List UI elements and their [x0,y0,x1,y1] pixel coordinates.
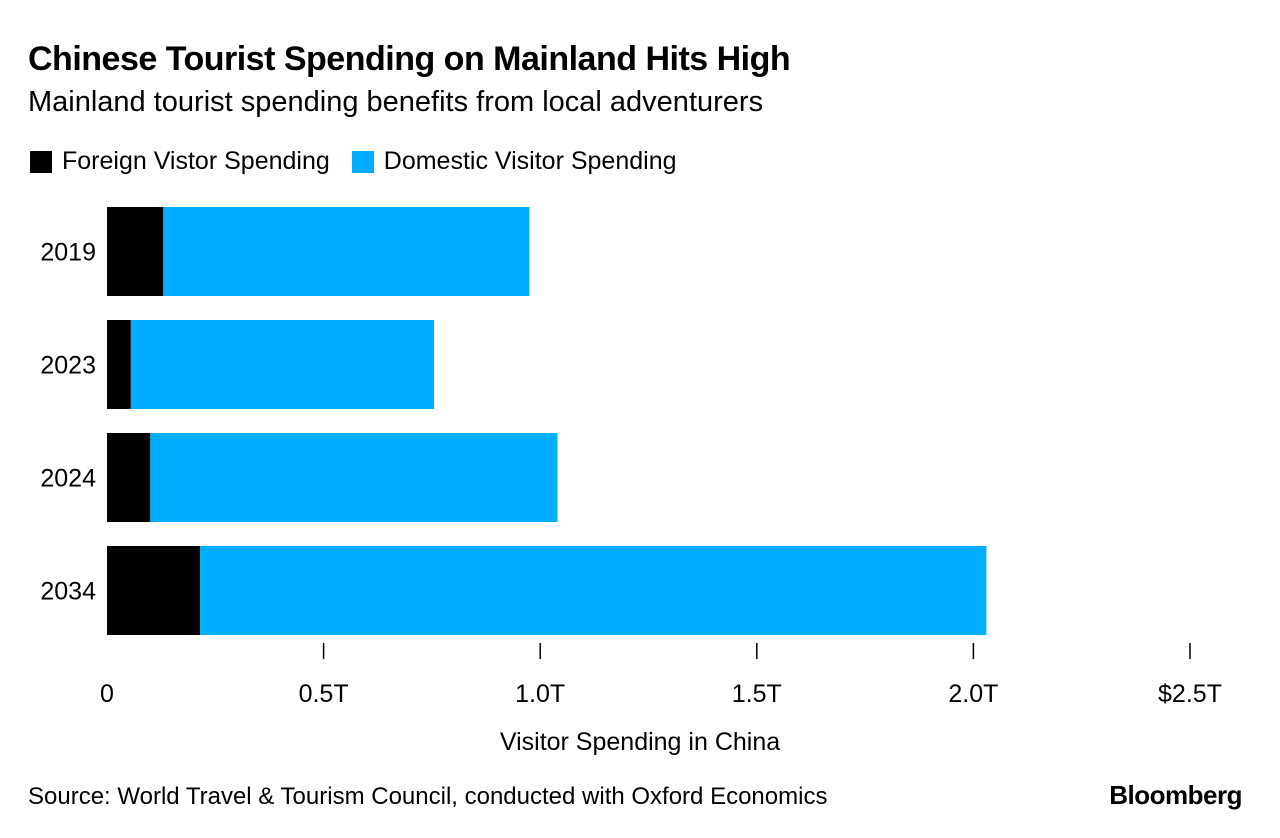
chart-legend: Foreign Vistor Spending Domestic Visitor… [30,147,699,176]
x-tick-label-4: 2.0T [948,680,998,708]
legend-item-foreign: Foreign Vistor Spending [30,147,330,176]
legend-swatch-domestic [351,150,374,173]
bar-foreign-2024 [107,433,151,522]
legend-item-domestic: Domestic Visitor Spending [351,147,677,176]
y-tick-label-2034: 2034 [40,578,96,606]
chart-subtitle: Mainland tourist spending benefits from … [28,86,764,118]
legend-label-foreign: Foreign Vistor Spending [62,147,330,175]
source-note: Source: World Travel & Tourism Council, … [28,783,828,810]
bar-foreign-2023 [107,320,131,409]
y-tick-label-2023: 2023 [40,352,96,380]
y-tick-label-2024: 2024 [40,465,96,493]
legend-swatch-foreign [30,150,52,173]
bar-foreign-2019 [107,207,164,296]
bar-domestic-2024 [150,433,558,522]
x-tick-label-0: 0 [100,680,114,708]
x-tick-label-5: $2.5T [1158,680,1222,708]
x-axis-label: Visitor Spending in China [500,728,780,756]
bar-domestic-2034 [200,546,987,635]
bar-foreign-2034 [107,546,201,635]
x-tick-label-2: 1.0T [515,680,565,708]
x-tick-label-1: 0.5T [299,680,349,708]
legend-label-domestic: Domestic Visitor Spending [383,147,677,175]
x-tick-label-3: 1.5T [732,680,782,708]
chart-title: Chinese Tourist Spending on Mainland Hit… [28,40,791,78]
bar-domestic-2019 [163,207,530,296]
bloomberg-logo: Bloomberg [1109,780,1242,810]
bar-domestic-2023 [130,320,435,409]
y-tick-label-2019: 2019 [40,239,96,267]
